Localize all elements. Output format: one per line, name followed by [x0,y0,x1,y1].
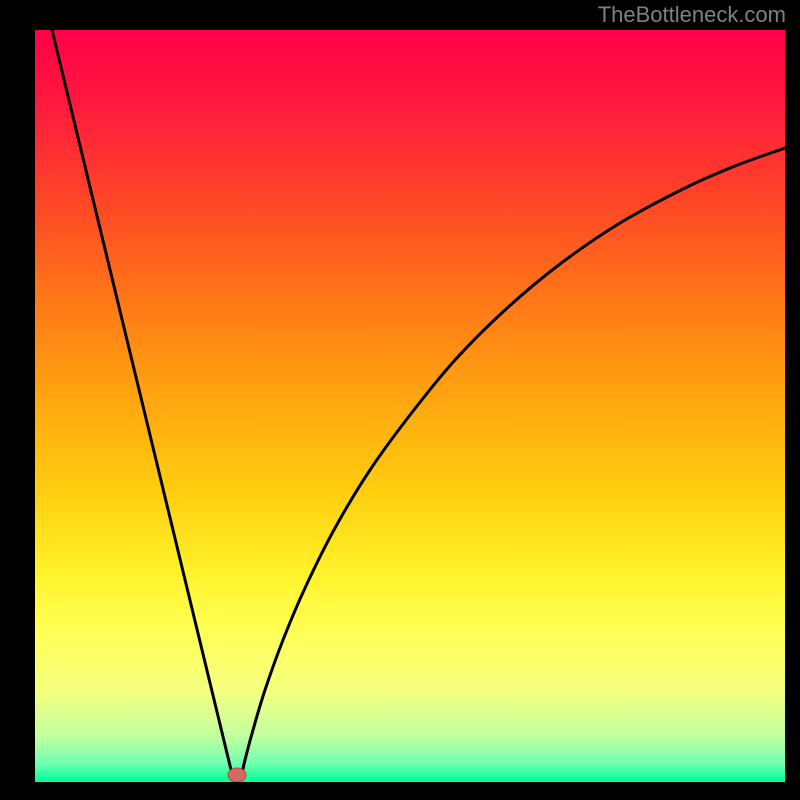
curve-layer [35,30,785,782]
watermark-text: TheBottleneck.com [598,2,786,28]
plot-area [35,30,785,782]
left-branch-line [52,30,233,778]
right-branch-curve [241,148,785,778]
bottleneck-marker [228,768,246,782]
